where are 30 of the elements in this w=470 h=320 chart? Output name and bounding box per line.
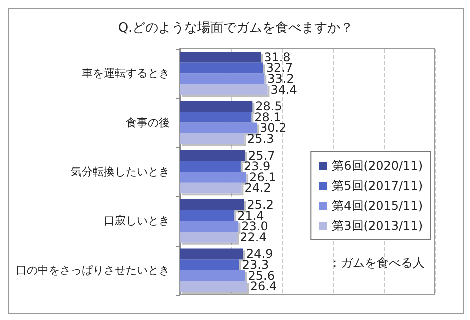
legend-label: 第5回(2017/11) (332, 179, 424, 193)
bar (180, 122, 258, 134)
legend-label: 第4回(2015/11) (332, 199, 424, 213)
bar (180, 200, 244, 210)
bar (180, 74, 265, 84)
bar (180, 232, 238, 243)
y-tick-label: 口の中をさっぱりさせたいとき (16, 264, 170, 277)
bar (180, 150, 246, 162)
bar (180, 248, 244, 260)
bar (180, 172, 247, 183)
bar (180, 52, 262, 63)
y-tick-label: 口寂しいとき (104, 214, 170, 228)
y-tick-label: 食事の後 (126, 116, 170, 130)
bar (180, 134, 245, 144)
bar (180, 161, 241, 172)
legend-label: 第6回(2020/11) (332, 159, 424, 173)
y-tick-label: 気分転換したいとき (71, 166, 170, 178)
chart-title: Q.どのような場面でガムを食べますか？ (118, 21, 354, 36)
bar (180, 62, 264, 74)
bar (180, 101, 253, 112)
bar (180, 182, 242, 194)
bar (180, 210, 235, 222)
bar (180, 84, 268, 96)
legend-label: 第3回(2013/11) (332, 219, 424, 233)
bar (180, 112, 252, 123)
y-tick-label: 車を運転するとき (82, 67, 170, 80)
bar (180, 260, 240, 270)
bar (180, 221, 239, 232)
bar (180, 281, 248, 292)
bar (180, 270, 246, 282)
